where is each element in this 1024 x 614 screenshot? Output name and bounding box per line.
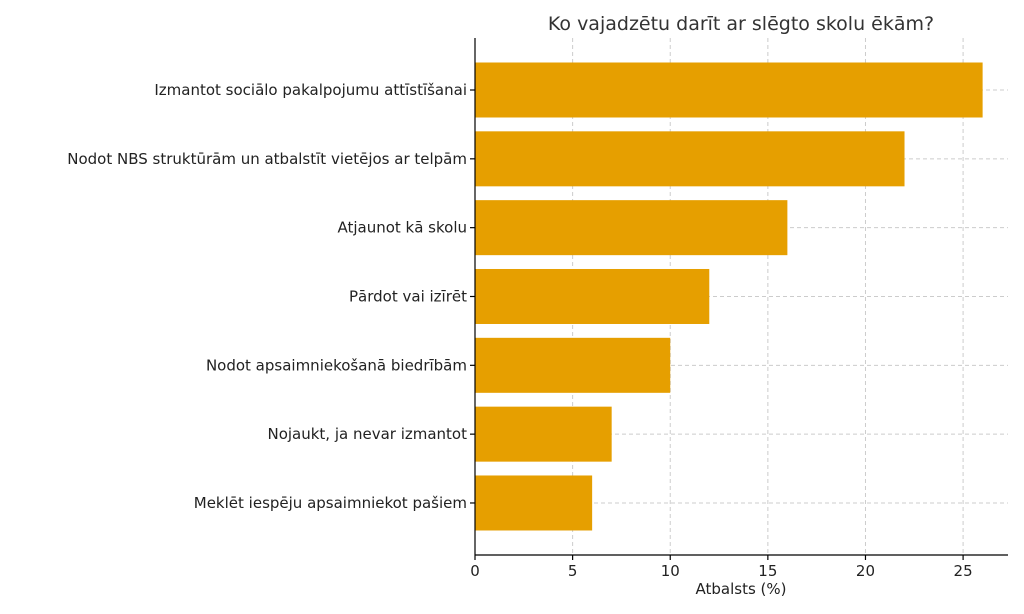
x-tick-label: 15 (758, 562, 777, 580)
category-label: Nodot NBS struktūrām un atbalstīt vietēj… (67, 150, 467, 168)
bar (475, 337, 671, 393)
bar (475, 268, 710, 324)
bar (475, 406, 612, 462)
category-label: Izmantot sociālo pakalpojumu attīstīšana… (154, 81, 467, 99)
x-tick-label: 10 (661, 562, 680, 580)
x-axis-label: Atbalsts (%) (696, 580, 787, 598)
category-label: Meklēt iespēju apsaimniekot pašiem (194, 494, 467, 512)
axis-layer: 0 5 10 15 20 25 Izmantot sociālo pakalpojumu a… (67, 38, 1008, 580)
x-tick-label: 5 (568, 562, 578, 580)
x-tick-label: 0 (470, 562, 480, 580)
x-tick-label: 25 (954, 562, 973, 580)
bar (475, 200, 788, 256)
category-label: Nodot apsaimniekošanā biedrībām (206, 356, 467, 374)
category-label: Nojaukt, ja nevar izmantot (267, 425, 467, 443)
bar-layer (475, 62, 983, 531)
bar (475, 131, 905, 187)
bar (475, 475, 593, 531)
category-label: Pārdot vai izīrēt (349, 287, 467, 305)
x-tick-label: 20 (856, 562, 875, 580)
category-label: Atjaunot kā skolu (337, 219, 467, 237)
bar (475, 62, 983, 118)
chart-title: Ko vajadzētu darīt ar slēgto skolu ēkām? (548, 13, 934, 35)
